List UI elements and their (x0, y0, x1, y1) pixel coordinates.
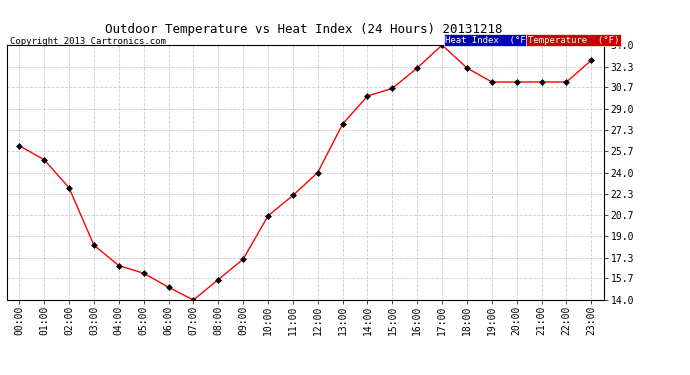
Text: Copyright 2013 Cartronics.com: Copyright 2013 Cartronics.com (10, 38, 166, 46)
Text: Outdoor Temperature vs Heat Index (24 Hours) 20131218: Outdoor Temperature vs Heat Index (24 Ho… (105, 22, 502, 36)
Text: Heat Index  (°F): Heat Index (°F) (445, 36, 531, 45)
Text: Temperature  (°F): Temperature (°F) (528, 36, 619, 45)
